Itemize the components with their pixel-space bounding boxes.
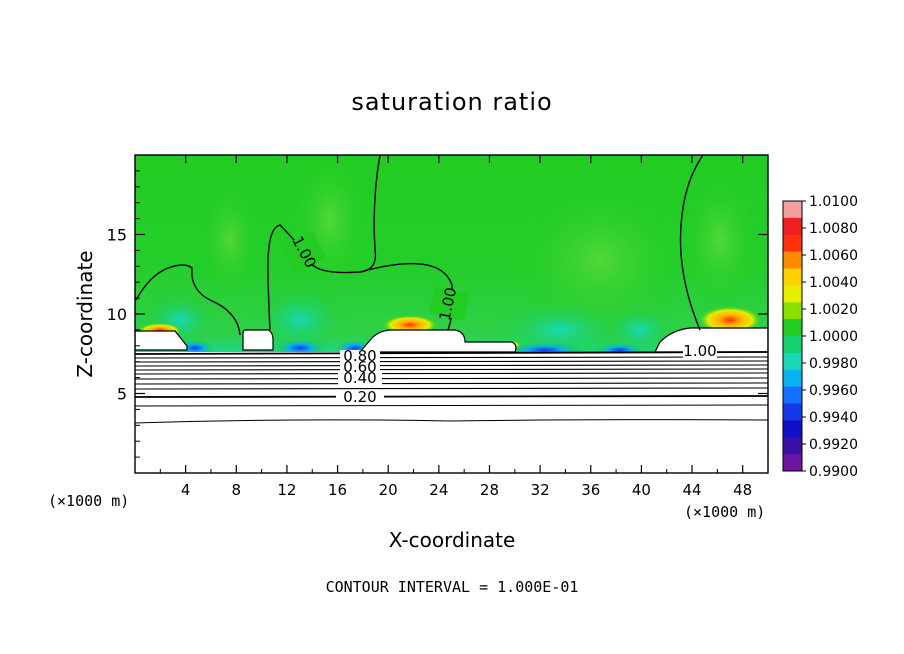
x-axis-label: X-coordinate bbox=[388, 528, 516, 552]
contour-label-3: 1.00 bbox=[683, 342, 716, 360]
contour-label-group: 1.00 1.00 1.00 0.80 0.60 0.40 0.20 bbox=[281, 230, 717, 406]
colorbar-label: 1.0040 bbox=[809, 275, 858, 291]
colorbar-swatch bbox=[783, 403, 802, 421]
colorbar-swatch bbox=[783, 217, 802, 236]
x-tick-label: 24 bbox=[429, 481, 448, 499]
colorbar-label: 0.9920 bbox=[809, 437, 858, 453]
x-tick-label: 36 bbox=[581, 481, 600, 499]
x-tick-label: 20 bbox=[379, 481, 398, 499]
colorbar-swatch bbox=[783, 234, 802, 253]
colorbar-label: 0.9900 bbox=[809, 464, 858, 480]
contour-lines bbox=[135, 155, 768, 424]
colorbar-swatch bbox=[783, 268, 802, 286]
colorbar-swatch bbox=[783, 201, 802, 219]
colorbar-swatch bbox=[783, 251, 802, 269]
colorbar-swatch bbox=[783, 302, 802, 320]
colorbar-swatch bbox=[783, 454, 802, 472]
colorbar-swatch bbox=[783, 437, 802, 455]
x-tick-label: 4 bbox=[181, 481, 191, 499]
chart-title: saturation ratio bbox=[351, 88, 553, 116]
colorbar-swatch bbox=[783, 336, 802, 354]
contour-label-6: 0.40 bbox=[343, 369, 376, 387]
colorbar-label: 0.9980 bbox=[809, 356, 858, 372]
x-axis-ticks: 4 8 12 16 20 24 28 32 36 40 44 48 bbox=[159, 155, 752, 499]
colorbar-label: 0.9960 bbox=[809, 383, 858, 399]
heatmap-field bbox=[135, 155, 768, 473]
contour-interval-note: CONTOUR INTERVAL = 1.000E-01 bbox=[325, 578, 579, 596]
colorbar-swatch bbox=[783, 386, 802, 404]
colorbar-swatch bbox=[783, 352, 802, 371]
colorbar-label: 1.0100 bbox=[809, 194, 858, 210]
x-tick-label: 40 bbox=[632, 481, 651, 499]
colorbar: 1.0100 1.0080 1.0060 1.0040 1.0020 1.0000 0.99… bbox=[782, 194, 858, 480]
contour-label-7: 0.20 bbox=[343, 388, 376, 406]
colorbar-swatch bbox=[783, 420, 802, 438]
y-axis-ticks: 5 10 15 bbox=[107, 170, 768, 458]
colorbar-label: 0.9940 bbox=[809, 410, 858, 426]
x-tick-label: 16 bbox=[328, 481, 347, 499]
contour-label-5: 0.60 bbox=[343, 358, 376, 376]
contour-label-4: 0.80 bbox=[343, 347, 376, 365]
colorbar-label: 1.0020 bbox=[809, 302, 858, 318]
y-tick-label: 15 bbox=[107, 226, 127, 245]
x-tick-label: 48 bbox=[733, 481, 752, 499]
y-axis-label: Z-coordinate bbox=[73, 250, 97, 377]
x-tick-label: 12 bbox=[277, 481, 296, 499]
y-tick-label: 10 bbox=[107, 305, 127, 324]
colorbar-label: 1.0060 bbox=[809, 248, 858, 264]
colorbar-swatch bbox=[783, 319, 802, 337]
x-tick-label: 32 bbox=[531, 481, 550, 499]
colorbar-swatch bbox=[783, 369, 802, 388]
x-unit-note-left: (×1000 m) bbox=[48, 492, 130, 510]
x-tick-label: 44 bbox=[682, 481, 701, 499]
colorbar-label: 1.0000 bbox=[809, 329, 858, 345]
x-tick-label: 28 bbox=[480, 481, 499, 499]
y-tick-label: 5 bbox=[117, 385, 127, 404]
colorbar-label: 1.0080 bbox=[809, 221, 858, 237]
x-unit-note-right: (×1000 m) bbox=[684, 503, 766, 521]
x-tick-label: 8 bbox=[232, 481, 242, 499]
colorbar-swatch bbox=[783, 285, 802, 303]
